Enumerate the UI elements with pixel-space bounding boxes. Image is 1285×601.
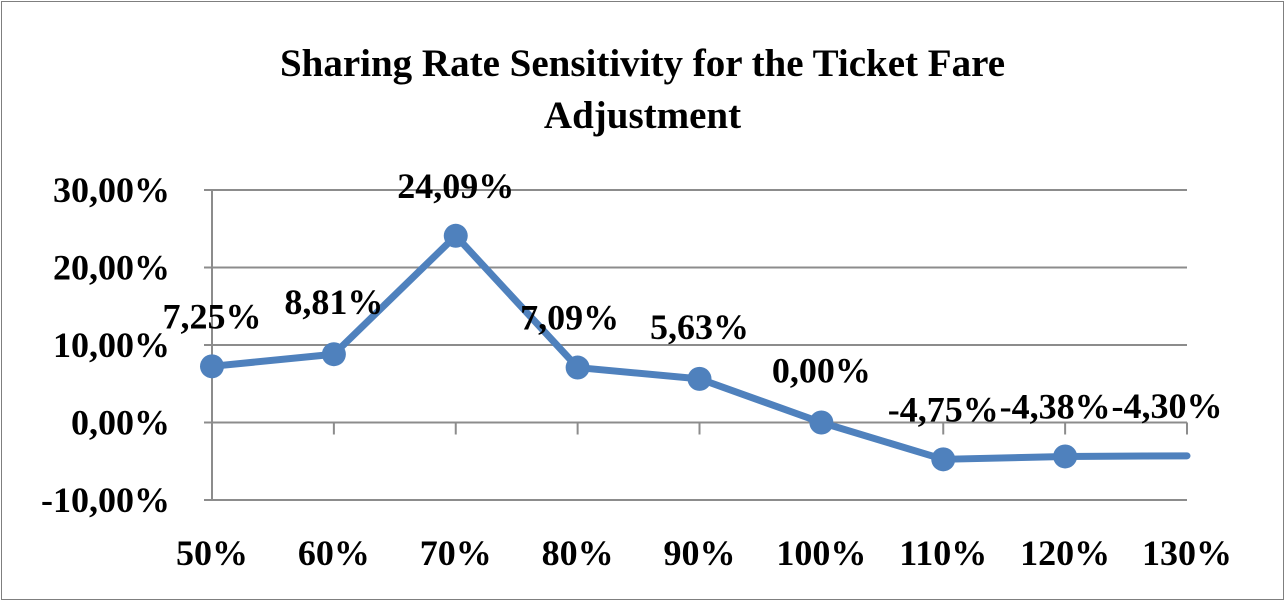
y-tick-label: 10,00% bbox=[53, 325, 170, 365]
data-point bbox=[443, 223, 468, 248]
data-label: 5,63% bbox=[650, 307, 749, 347]
chart-title-line-1: Sharing Rate Sensitivity for the Ticket … bbox=[279, 42, 1006, 85]
data-point bbox=[200, 354, 224, 379]
chart-title-line-2: Adjustment bbox=[543, 94, 742, 137]
series-points bbox=[200, 223, 1078, 472]
x-tick-label: 100% bbox=[776, 533, 866, 573]
data-label: -4,75% bbox=[888, 389, 999, 429]
data-label: 7,09% bbox=[520, 298, 619, 338]
data-point bbox=[321, 342, 346, 367]
x-axis-tick-labels: 50% 60% 70% 80% 90% 100% 110% 120% 130% bbox=[176, 533, 1232, 573]
axes bbox=[204, 189, 1188, 501]
x-tick-label: 120% bbox=[1020, 533, 1110, 573]
x-tick-label: 60% bbox=[298, 533, 370, 573]
data-point bbox=[687, 366, 712, 391]
y-tick-label: -10,00% bbox=[41, 480, 170, 520]
data-label: 8,81% bbox=[284, 282, 383, 322]
x-tick-label: 130% bbox=[1142, 533, 1232, 573]
data-label: -4,30% bbox=[1112, 386, 1223, 426]
data-point bbox=[931, 447, 956, 472]
y-tick-label: 20,00% bbox=[53, 248, 170, 288]
x-tick-label: 90% bbox=[664, 533, 736, 573]
chart-title: Sharing Rate Sensitivity for the Ticket … bbox=[0, 38, 1285, 142]
x-tick-label: 110% bbox=[899, 533, 987, 573]
x-tick-label: 80% bbox=[542, 533, 614, 573]
y-axis-tick-labels: 30,00% 20,00% 10,00% 0,00% -10,00% bbox=[41, 170, 170, 520]
y-tick-label: 0,00% bbox=[71, 403, 170, 443]
data-labels: 7,25% 8,81%24,09%7,09% 5,63%0,00%-4,75% -4,… bbox=[163, 166, 1223, 430]
data-point bbox=[1053, 444, 1078, 469]
data-label: 24,09% bbox=[397, 166, 514, 206]
y-tick-label: 30,00% bbox=[53, 170, 170, 210]
data-point bbox=[565, 355, 590, 380]
data-label: 7,25% bbox=[163, 296, 262, 336]
x-tick-label: 70% bbox=[420, 533, 492, 573]
data-label: -4,38% bbox=[1000, 386, 1111, 426]
data-label: 0,00% bbox=[772, 351, 871, 391]
data-point bbox=[809, 410, 834, 435]
x-tick-label: 50% bbox=[176, 533, 248, 573]
